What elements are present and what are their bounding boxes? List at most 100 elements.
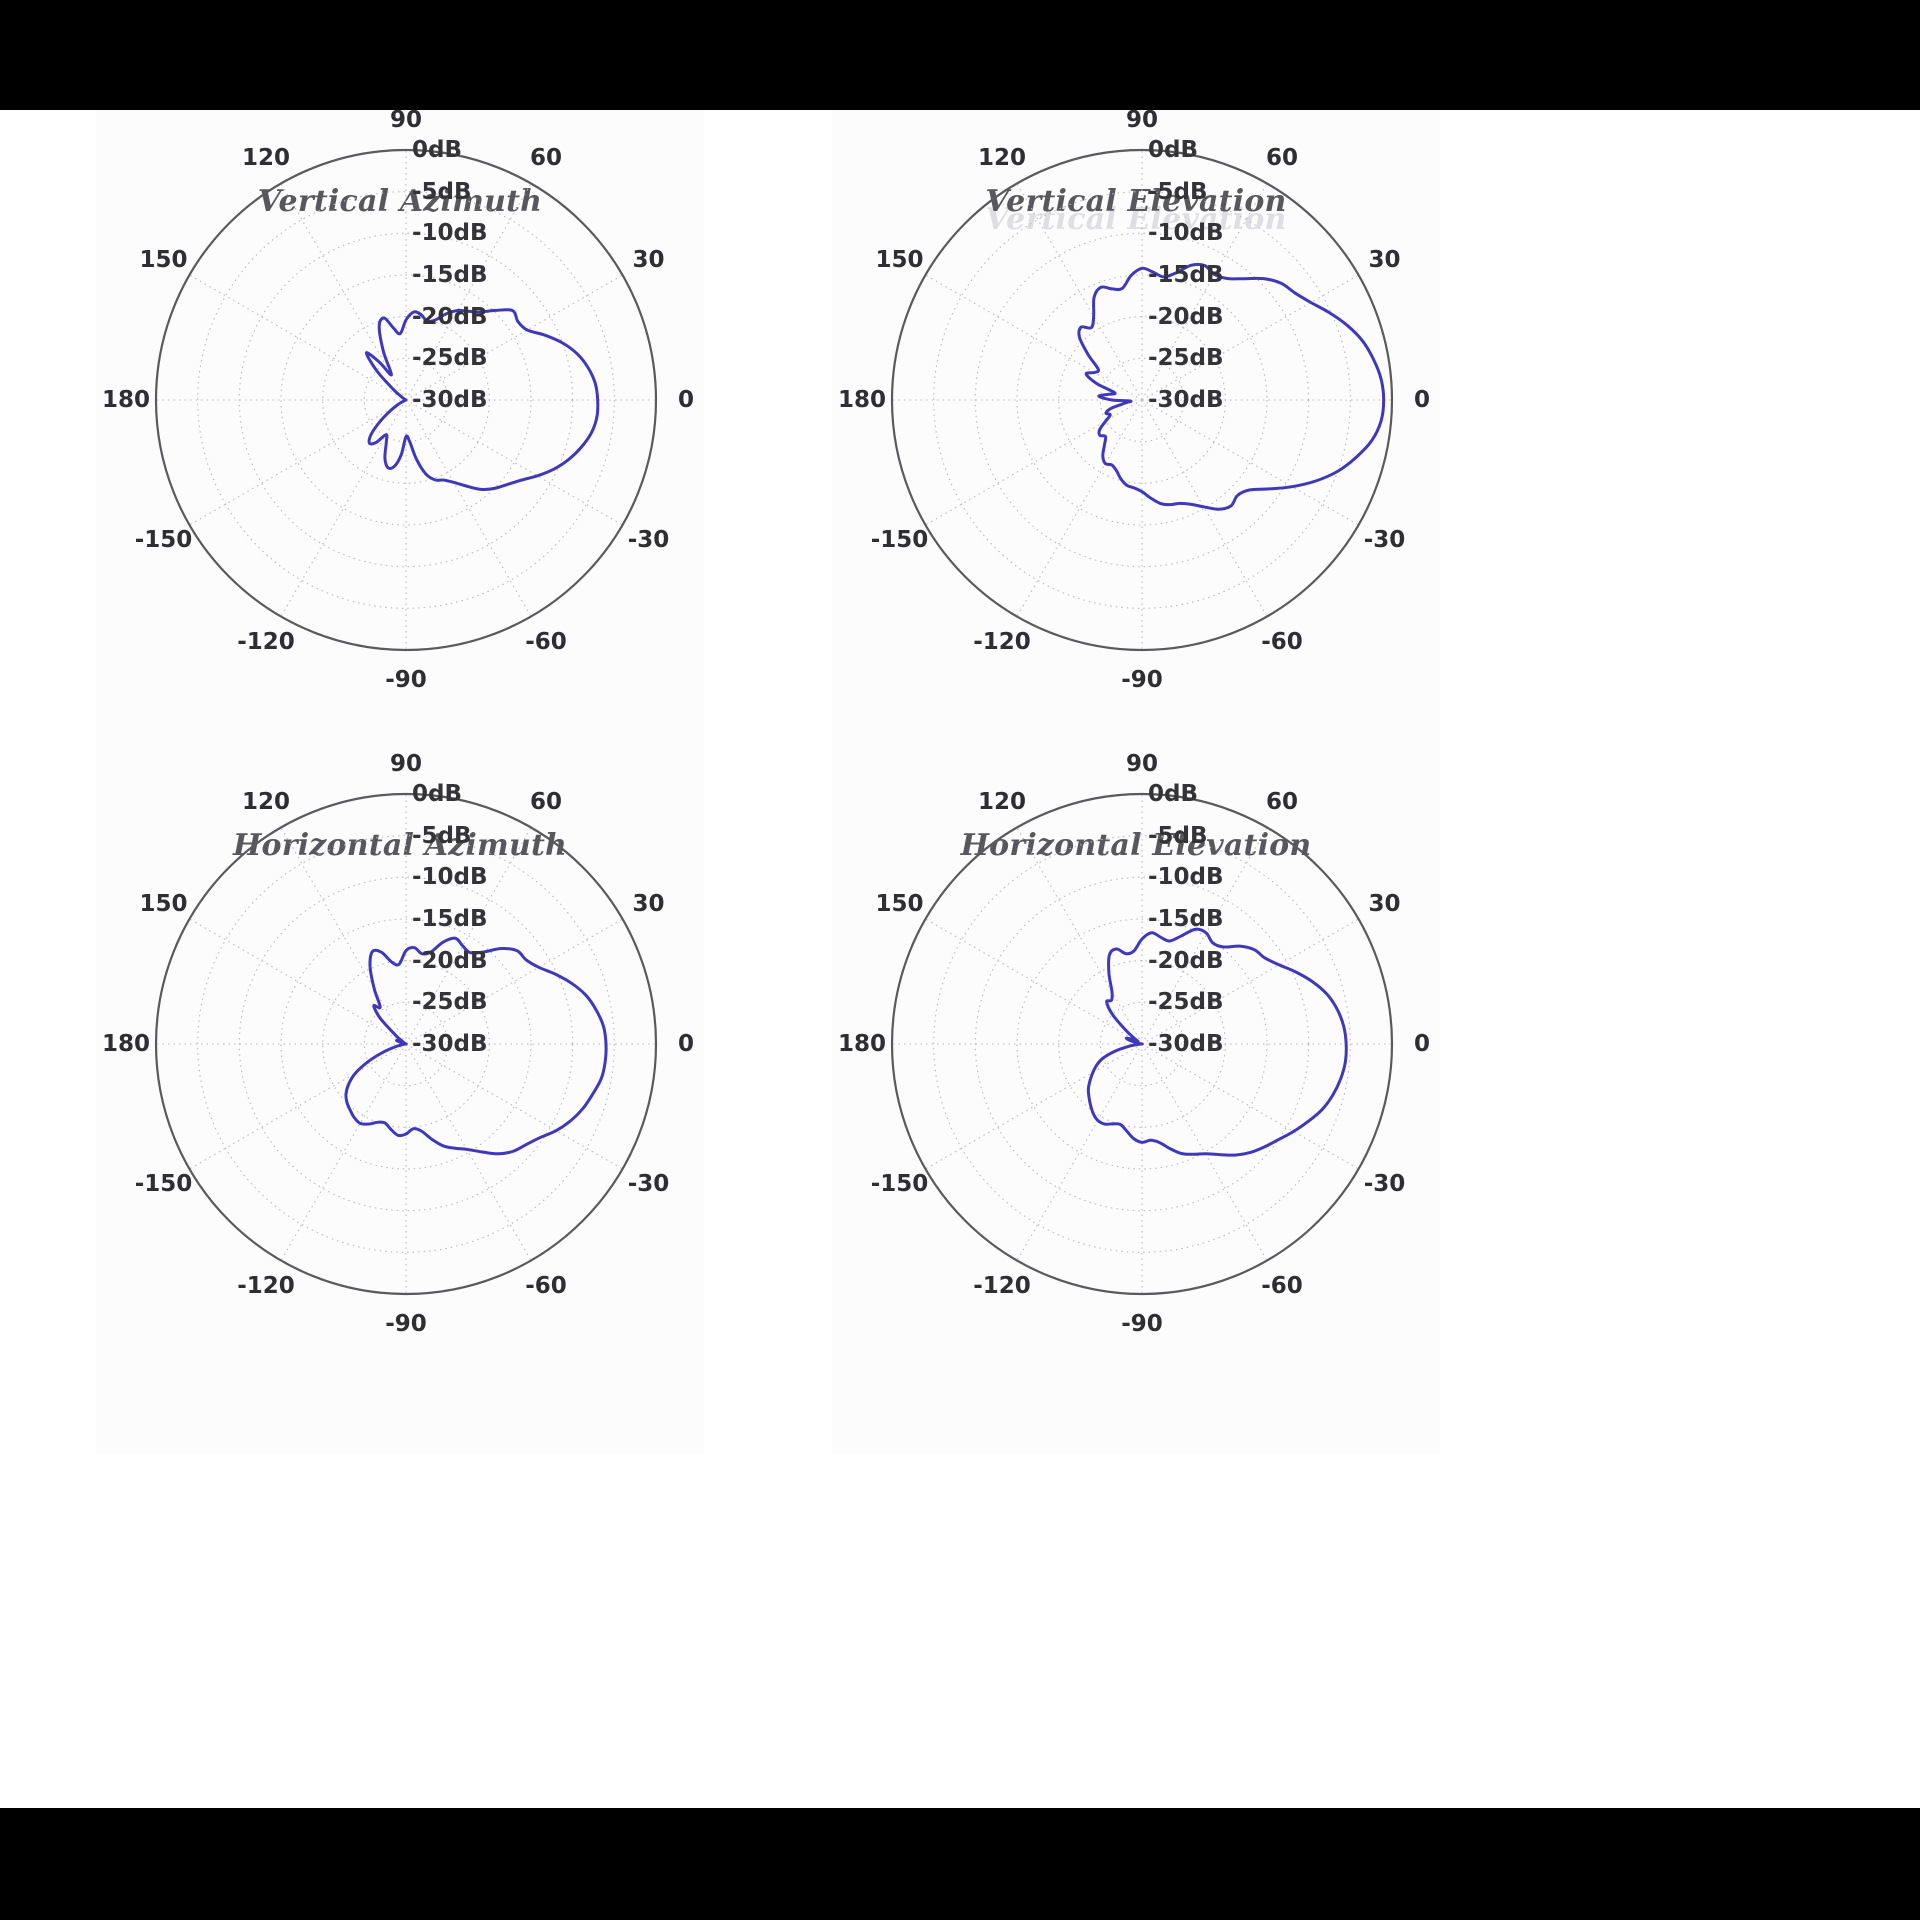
- polar-grid-spoke: [1016, 1043, 1143, 1261]
- theta-tick-label: -90: [1121, 1311, 1163, 1337]
- theta-tick-label: -30: [627, 527, 670, 553]
- polar-axes: [154, 148, 658, 652]
- plot-title-horizontal-azimuth: Horizontal Azimuth: [232, 828, 568, 863]
- plot-title-vertical-elevation: Vertical Elevation: [985, 184, 1287, 219]
- polar-grid-ring: [197, 191, 615, 609]
- polar-grid-ring: [280, 918, 532, 1170]
- letterbox-top-bar: [0, 0, 1920, 110]
- theta-tick-label: -60: [1261, 1273, 1303, 1300]
- radial-tick-label: -15dB: [1148, 906, 1224, 932]
- polar-grid-spoke: [1016, 399, 1143, 617]
- theta-tick-label: 0: [677, 1031, 695, 1057]
- theta-tick-label: 0: [1413, 1031, 1431, 1057]
- theta-tick-label: 180: [837, 1031, 887, 1057]
- theta-tick-label: -120: [973, 1273, 1031, 1300]
- theta-tick-label: -150: [134, 527, 193, 553]
- panel-vertical-azimuth: Vertical Azimuth 0 30 60 90 120 150 180 -150 -12…: [96, 107, 704, 810]
- theta-tick-label: 90: [1125, 751, 1159, 777]
- radial-tick-label: 0dB: [412, 137, 462, 163]
- polar-plot-vertical-azimuth: 0 30 60 90 120 150 180 -150 -120 -90 -60 -30 0dB -5dB…: [96, 107, 704, 810]
- radial-tick-label: -30dB: [1148, 387, 1224, 413]
- radial-tick-label: -25dB: [1148, 989, 1224, 1016]
- theta-tick-label: 30: [1368, 247, 1401, 273]
- polar-grid-spoke: [405, 274, 623, 401]
- radial-tick-label: -20dB: [1148, 303, 1224, 330]
- theta-tick-label: 30: [1368, 891, 1401, 917]
- polar-grid-spoke: [405, 399, 532, 617]
- theta-tick-label: -90: [1121, 667, 1163, 693]
- theta-tick-label: 150: [139, 247, 188, 273]
- polar-grid-ring: [238, 876, 574, 1212]
- panel-horizontal-azimuth: Horizontal Azimuth 0 30 60 90 120 150 180 -150 -…: [96, 751, 704, 1454]
- theta-tick-label: 150: [875, 247, 924, 273]
- radial-tick-label: -25dB: [1148, 345, 1224, 372]
- polar-grid-ring: [1016, 274, 1268, 526]
- theta-tick-label: -150: [870, 1171, 929, 1197]
- polar-outer-ring: [154, 792, 658, 1296]
- panel-background: [832, 754, 1440, 1454]
- theta-tick-label: 120: [977, 144, 1027, 171]
- plot-title-vertical-azimuth: Vertical Azimuth: [257, 184, 543, 219]
- radial-tick-label: -10dB: [412, 220, 488, 247]
- radial-tick-label: -25dB: [412, 989, 488, 1016]
- radial-tick-label: -15dB: [1148, 262, 1224, 288]
- panel-vertical-elevation: Vertical Elevation Vertical Elevation 0 3…: [832, 107, 1440, 810]
- theta-tick-label: 150: [875, 891, 924, 917]
- polar-grid-spoke: [1141, 399, 1359, 526]
- theta-tick-label: 180: [101, 387, 151, 413]
- radial-tick-label: -30dB: [412, 387, 488, 413]
- theta-tick-label: -60: [525, 1273, 567, 1300]
- polar-grid-ring: [197, 835, 615, 1253]
- polar-grid-spoke: [1141, 274, 1359, 401]
- polar-grid-ring: [974, 232, 1310, 568]
- theta-tick-label: 180: [837, 387, 887, 413]
- theta-tick-label: 120: [977, 788, 1027, 815]
- polar-grid-ring: [238, 232, 574, 568]
- theta-tick-label: -120: [237, 629, 295, 656]
- polar-grid-spoke: [280, 399, 407, 617]
- theta-tick-label: -60: [525, 629, 567, 656]
- radial-tick-label: -20dB: [1148, 947, 1224, 974]
- polar-grid-ring: [280, 274, 532, 526]
- pattern-trace: [344, 936, 608, 1156]
- theta-tick-label: 150: [139, 891, 188, 917]
- chart-canvas: Vertical Azimuth 0 30 60 90 120 150 180 -150 -12…: [0, 107, 1920, 1808]
- theta-tick-label: 30: [632, 247, 665, 273]
- radial-tick-label: -10dB: [412, 864, 488, 891]
- polar-outer-ring: [154, 148, 658, 652]
- polar-outer-ring: [890, 792, 1394, 1296]
- pattern-trace: [1077, 262, 1386, 511]
- radial-tick-label: -5dB: [412, 822, 472, 849]
- theta-tick-label: 60: [1265, 788, 1299, 815]
- theta-tick-label: -60: [1261, 629, 1303, 656]
- letterbox-bottom-bar: [0, 1808, 1920, 1920]
- theta-tick-label: 60: [529, 144, 563, 171]
- radial-tick-label: -30dB: [412, 1031, 488, 1057]
- theta-tick-label: 90: [1125, 107, 1159, 133]
- theta-tick-label: 120: [241, 144, 291, 171]
- theta-tick-label: 180: [101, 1031, 151, 1057]
- theta-tick-label: 30: [632, 891, 665, 917]
- theta-tick-label: -120: [973, 629, 1031, 656]
- polar-axes: [154, 792, 658, 1296]
- theta-tick-label: -30: [627, 1171, 670, 1197]
- plot-title-vertical-elevation-ghost: Vertical Elevation: [985, 202, 1287, 237]
- theta-tick-label: -90: [385, 1311, 427, 1337]
- radial-tick-label: -5dB: [1148, 822, 1208, 849]
- pattern-trace: [1086, 927, 1348, 1157]
- polar-plot-horizontal-elevation: 0 30 60 90 120 150 180 -150 -120 -90 -60 -30 0dB -5dB…: [832, 751, 1440, 1454]
- polar-axes: [890, 148, 1394, 652]
- panel-horizontal-elevation: Horizontal Elevation 0 30 60 90 120 150 180 -15…: [832, 751, 1440, 1454]
- theta-tick-label: -120: [237, 1273, 295, 1300]
- radial-tick-label: -5dB: [412, 178, 472, 205]
- radial-tick-label: -15dB: [412, 262, 488, 288]
- theta-tick-label: 60: [529, 788, 563, 815]
- theta-tick-label: 120: [241, 788, 291, 815]
- polar-axes: [890, 792, 1394, 1296]
- theta-tick-label: 0: [677, 387, 695, 413]
- radial-tick-label: -5dB: [1148, 178, 1208, 205]
- theta-tick-label: 0: [1413, 387, 1431, 413]
- theta-tick-label: 90: [389, 751, 423, 777]
- polar-grid-spoke: [405, 918, 623, 1045]
- theta-tick-label: -30: [1363, 527, 1406, 553]
